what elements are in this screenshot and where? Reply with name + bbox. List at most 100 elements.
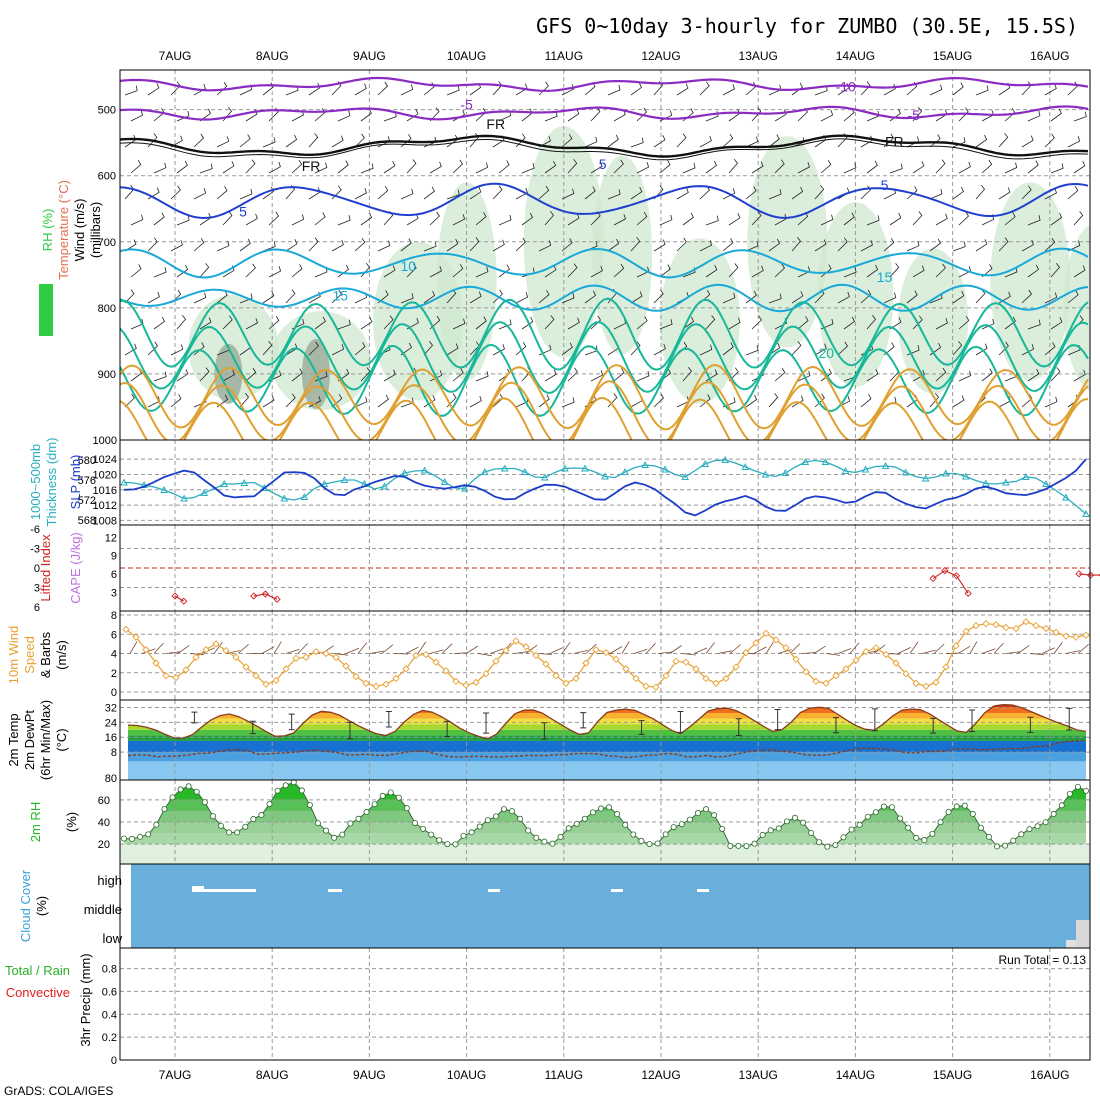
wind-barb	[705, 215, 719, 226]
wind-barb	[492, 81, 503, 96]
rh2m-point	[347, 820, 354, 827]
bottom-date-12AUG: 12AUG	[641, 1068, 680, 1082]
wind10-barb	[585, 643, 597, 654]
wind-barb	[521, 316, 534, 330]
rh2m-point	[856, 821, 863, 828]
wind-barb	[659, 319, 673, 330]
wind-barb	[889, 108, 902, 122]
wind-barb	[952, 186, 965, 200]
wind-barb	[561, 397, 575, 408]
wind-barb	[383, 265, 396, 278]
wind-barb	[452, 159, 464, 174]
wind10-barb	[273, 641, 282, 654]
wind-barb	[170, 344, 184, 356]
rh2m-point	[808, 829, 815, 836]
cloud-gap	[192, 886, 204, 892]
wind10-barb	[261, 646, 275, 654]
contour-label: 15	[877, 269, 893, 285]
wind-barb	[400, 238, 412, 252]
bottom-date-16AUG: 16AUG	[1030, 1068, 1069, 1082]
wind-barb	[245, 213, 258, 226]
wind-barb	[216, 81, 228, 96]
precip-panel: 0 0.2 0.4 0.6 0.8 Run Total = 0.13 Total / R…	[5, 947, 1091, 1067]
li-point	[180, 597, 188, 605]
wind-barb	[1027, 368, 1040, 382]
wind-barb	[630, 186, 643, 200]
rh2m-point	[420, 825, 427, 832]
wind-barb	[659, 160, 671, 174]
wind-barb	[952, 241, 966, 252]
wind-barb	[751, 211, 762, 226]
wind-barb	[406, 159, 417, 174]
wind-barb	[1044, 188, 1057, 200]
wind-barb	[199, 263, 210, 278]
rh-area	[659, 238, 740, 404]
wind-barb	[682, 212, 694, 226]
wind-barb	[475, 266, 489, 278]
wind-barb	[1021, 239, 1034, 252]
rh2m-point	[371, 801, 378, 808]
thickness-point	[180, 494, 188, 502]
rh2m-point	[177, 786, 184, 793]
rh2m-point	[945, 809, 952, 816]
rh2m-point	[1074, 783, 1081, 790]
wind10-point	[262, 680, 270, 688]
wind-barb	[170, 394, 182, 408]
wind-barb	[521, 108, 533, 122]
wind-barb	[475, 162, 489, 174]
wind10-point	[892, 659, 900, 667]
wind-barb	[699, 394, 711, 408]
rh2m-point	[145, 831, 152, 838]
rh2m-point	[1026, 826, 1033, 833]
wind-barb	[429, 161, 442, 174]
wind-barb	[1073, 369, 1086, 382]
wind10-barb	[621, 641, 630, 654]
wind10-point	[562, 679, 570, 687]
rh2m-point	[630, 831, 637, 838]
wind10-point	[612, 655, 620, 663]
top-date-7AUG: 7AUG	[159, 49, 192, 63]
cloud-low-gap	[1076, 920, 1090, 948]
wind10-barb	[981, 648, 996, 654]
wind-barb	[975, 85, 989, 96]
wind-barb	[584, 186, 596, 200]
wind10-point	[732, 663, 740, 671]
rh2m-tick: 20	[98, 839, 110, 851]
wind10-barb	[165, 651, 180, 654]
wind-barb	[360, 263, 371, 278]
wind-barb	[222, 211, 233, 226]
wind-barb	[216, 186, 228, 200]
top-date-15AUG: 15AUG	[933, 49, 972, 63]
wind-barb	[147, 83, 160, 96]
axis-label: (6hr Min/Max)	[38, 700, 53, 780]
wind-barb	[636, 107, 648, 122]
minmax-bar	[249, 720, 256, 735]
wind-barb	[1073, 265, 1086, 278]
footer-credit: GrADS: COLA/IGES	[4, 1084, 113, 1098]
wind-barb	[239, 393, 250, 408]
cloud-level-middle: middle	[84, 902, 122, 917]
wind-barb	[958, 370, 972, 382]
rh2m-axis-label: 2m RH	[28, 802, 43, 842]
wind10-barb	[513, 651, 528, 654]
rh2m-point	[848, 826, 855, 833]
contour-label: 20	[818, 345, 834, 361]
rh2m-point	[1010, 837, 1017, 844]
wind-barb	[630, 82, 643, 96]
wind-barb	[1067, 290, 1079, 304]
wind-barb	[314, 316, 326, 330]
thickness-point	[300, 492, 309, 500]
wind-barb	[314, 212, 326, 226]
wind-barb	[199, 212, 212, 226]
wind-barb	[590, 107, 601, 122]
wind-barb	[331, 135, 344, 148]
wind10-point	[872, 644, 880, 652]
wind-barb	[429, 107, 440, 122]
wind-barb	[682, 316, 695, 330]
thickness-point	[1022, 472, 1030, 480]
rh2m-point	[201, 799, 208, 806]
wind-barb	[912, 161, 925, 174]
wind-barb	[1004, 107, 1016, 122]
wind10-barb	[1077, 643, 1089, 654]
rh2m-point	[1042, 819, 1049, 826]
